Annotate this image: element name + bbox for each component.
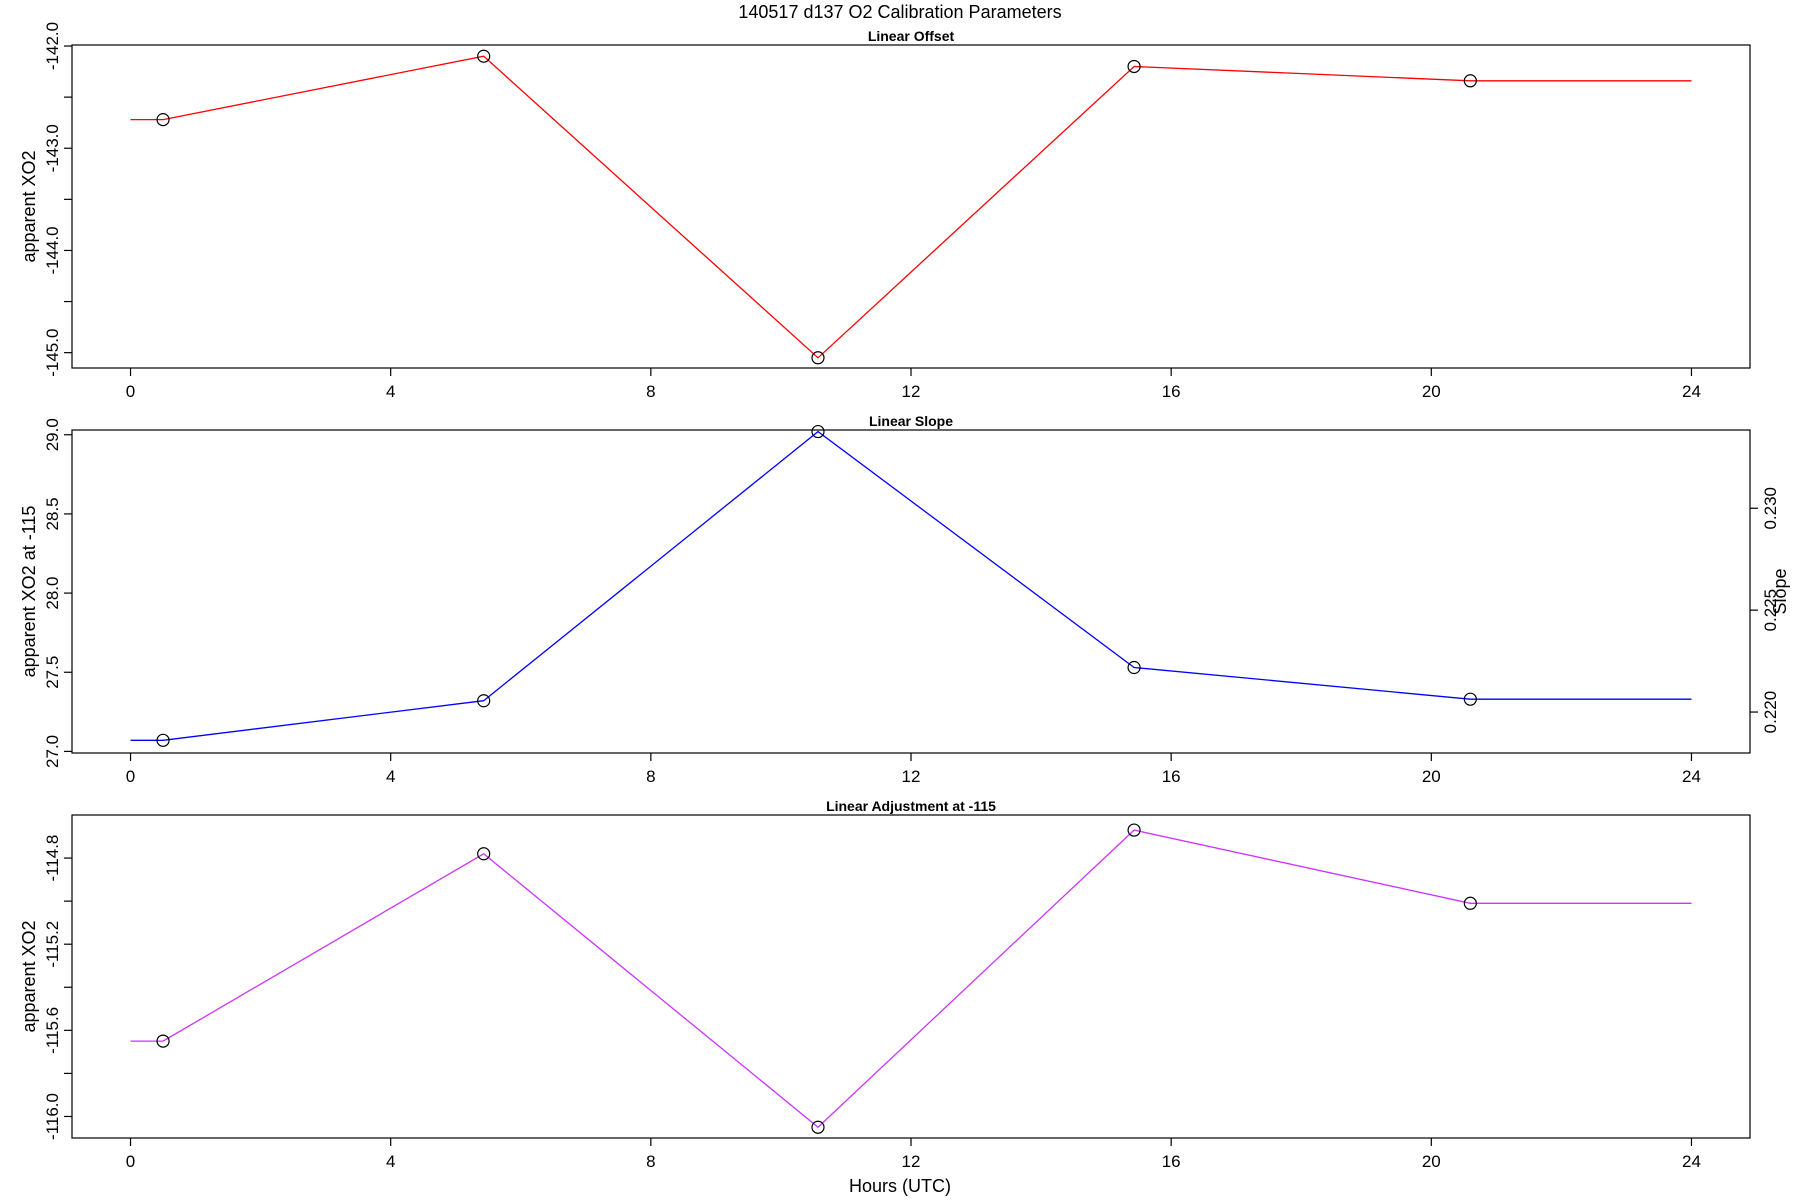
adjustment-y-tick-label: -115.6: [43, 1007, 62, 1054]
slope-x-tick-label: 12: [902, 767, 921, 786]
adjustment-x-tick-label: 24: [1682, 1152, 1701, 1171]
offset-y-tick-label: -142.0: [43, 22, 62, 70]
adjustment-plot-frame: [71, 814, 1751, 1139]
offset-x-tick-label: 20: [1422, 382, 1441, 401]
offset-plot-frame: [71, 44, 1751, 369]
adjustment-y-tick-label: -114.8: [43, 835, 62, 882]
offset-data-point: [811, 351, 825, 365]
adjustment-data-point: [477, 847, 491, 861]
chart-panels: Linear Offset 0 4 8 12 16 20 24 -145.0 -144.0 -143…: [19, 22, 1790, 1171]
offset-y-tick-label: -144.0: [43, 226, 62, 274]
panel-offset: Linear Offset 0 4 8 12 16 20 24 -145.0 -144.0 -143…: [19, 22, 1751, 401]
x-axis-label: Hours (UTC): [849, 1176, 951, 1196]
offset-y-tick-label: -145.0: [43, 329, 62, 377]
offset-x-tick-label: 8: [646, 382, 655, 401]
slope-x-tick-label: 20: [1422, 767, 1441, 786]
panel-slope: Linear Slope 0 4 8 12 16 20 24 27.0 27.5 28.0 28.5 2…: [19, 413, 1790, 786]
slope-y-tick-label: 27.0: [43, 735, 62, 768]
slope-panel-title: Linear Slope: [869, 413, 953, 429]
adjustment-x-tick-label: 4: [386, 1152, 395, 1171]
offset-data-point: [477, 49, 491, 63]
offset-x-tick-label: 0: [126, 382, 135, 401]
slope-y-axis-label: apparent XO2 at -115: [19, 506, 39, 678]
adjustment-data-point: [1127, 823, 1141, 837]
panel-adjustment: Linear Adjustment at -115 0 4 8 12 16 20 24 -116…: [19, 798, 1751, 1171]
offset-series-line: [130, 55, 1692, 359]
offset-data-point: [1127, 59, 1141, 74]
slope-data-point: [811, 424, 825, 439]
adjustment-panel-title: Linear Adjustment at -115: [826, 798, 996, 814]
adjustment-data-point: [1463, 896, 1477, 910]
slope-data-point: [477, 694, 491, 708]
figure-title: 140517 d137 O2 Calibration Parameters: [738, 2, 1061, 22]
slope-x-tick-label: 16: [1162, 767, 1181, 786]
slope-y-tick-label: 29.0: [43, 418, 62, 451]
adjustment-data-point: [811, 1120, 825, 1134]
offset-x-tick-label: 24: [1682, 382, 1701, 401]
adjustment-x-tick-label: 8: [646, 1152, 655, 1171]
offset-data-point: [156, 113, 170, 127]
adjustment-x-tick-label: 0: [126, 1152, 135, 1171]
slope-data-point: [1127, 660, 1141, 675]
slope-y2-axis-label: Slope: [1770, 568, 1790, 614]
slope-data-point: [1463, 692, 1477, 706]
adjustment-x-tick-label: 16: [1162, 1152, 1181, 1171]
offset-data-point: [1463, 74, 1477, 88]
adjustment-data-point: [156, 1034, 170, 1048]
slope-y-tick-label: 28.0: [43, 577, 62, 610]
slope-x-tick-label: 0: [126, 767, 135, 786]
adjustment-y-tick-label: -116.0: [43, 1093, 62, 1140]
offset-x-tick-label: 4: [386, 382, 395, 401]
offset-panel-title: Linear Offset: [868, 28, 955, 44]
offset-y-axis-label: apparent XO2: [19, 150, 39, 262]
slope-y2-tick-label: 0.225: [1761, 589, 1780, 632]
offset-y-tick-label: -143.0: [43, 124, 62, 172]
adjustment-series-line: [130, 829, 1692, 1129]
slope-x-tick-label: 8: [646, 767, 655, 786]
adjustment-x-tick-label: 12: [902, 1152, 921, 1171]
slope-data-point: [156, 733, 170, 747]
slope-y-tick-label: 28.5: [43, 497, 62, 530]
adjustment-x-tick-label: 20: [1422, 1152, 1441, 1171]
slope-y-tick-label: 27.5: [43, 656, 62, 689]
slope-y2-tick-label: 0.220: [1761, 691, 1780, 734]
offset-x-tick-label: 16: [1162, 382, 1181, 401]
slope-x-tick-label: 4: [386, 767, 395, 786]
slope-series-line: [130, 430, 1692, 741]
slope-x-tick-label: 24: [1682, 767, 1701, 786]
slope-plot-frame: [71, 429, 1751, 754]
offset-x-tick-label: 12: [902, 382, 921, 401]
adjustment-y-axis-label: apparent XO2: [19, 920, 39, 1032]
adjustment-y-tick-label: -115.2: [43, 921, 62, 968]
slope-y2-tick-label: 0.230: [1761, 487, 1780, 530]
